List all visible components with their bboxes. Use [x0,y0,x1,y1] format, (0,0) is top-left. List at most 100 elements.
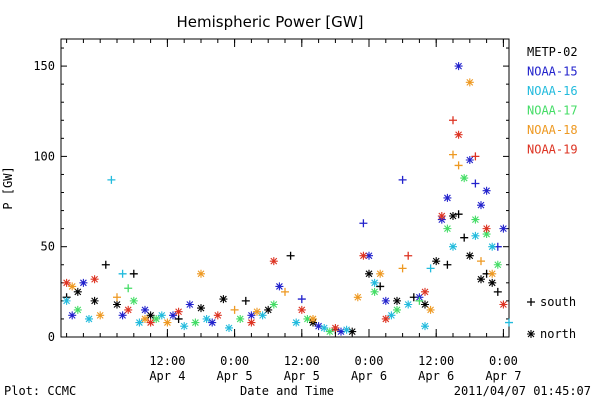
data-point [404,300,413,309]
legend: METP-02 NOAA-15 NOAA-16 NOAA-17 NOAA-18 NOAA-… [527,45,578,157]
data-point [370,278,379,287]
data-point [471,179,480,188]
data-point [359,251,368,260]
data-point [454,130,463,139]
x-tick-label-0: 12:00 [149,354,185,368]
x-tick-date-2: Apr 5 [284,369,320,383]
data-point [141,314,149,323]
series-noaa-19 [62,116,508,332]
data-point [432,257,441,266]
data-point [477,257,485,266]
data-point [398,175,407,184]
x-tick-date-5: Apr 7 [485,369,521,383]
data-point [96,311,105,320]
data-point [174,314,183,323]
data-point [286,251,295,260]
data-point [73,305,82,314]
x-tick-date-3: Apr 6 [351,369,387,383]
data-point [331,323,340,332]
data-point [421,287,429,296]
data-point [141,305,149,314]
data-point [225,323,233,332]
data-point [269,257,278,266]
data-point [493,287,502,296]
x-tick-date-1: Apr 5 [217,369,253,383]
data-point [449,211,457,220]
data-point [421,300,429,309]
data-point [124,284,133,293]
marker-legend: south north [527,295,576,341]
data-point [443,193,452,202]
x-tick-label-3: 0:00 [355,354,384,368]
data-point [113,293,121,302]
data-point [471,215,480,224]
data-point [499,224,508,233]
marker-legend-star-icon [527,330,535,338]
x-axis-label: Date and Time [240,384,334,398]
data-point [393,305,401,314]
data-point [477,201,485,210]
data-point [365,269,373,278]
plot-credit: Plot: CCMC [4,384,76,398]
data-point [381,314,390,323]
y-tick-label-2: 100 [33,149,55,163]
data-point [146,311,155,320]
data-point [348,327,357,336]
data-point [292,318,301,327]
data-point [454,62,463,71]
marker-legend-plus-icon [527,298,535,306]
data-point [129,269,138,278]
y-tick-label-1: 50 [41,240,55,254]
data-point [152,314,161,323]
data-point [118,311,127,320]
x-tick-date-4: Apr 6 [418,369,454,383]
data-point [101,260,110,269]
data-point [90,296,99,305]
data-point [129,296,138,305]
series-noaa-15 [68,62,508,336]
x-tick-label-1: 0:00 [220,354,249,368]
data-point [393,296,401,305]
data-point [303,314,312,323]
data-point [213,311,222,320]
data-point [230,305,239,314]
series-noaa-16 [62,175,513,334]
series-noaa-17 [73,174,502,336]
data-point [426,305,435,314]
data-point [169,311,177,320]
data-point [208,318,217,327]
data-point [325,327,334,336]
data-point [281,287,289,296]
data-point [505,318,513,327]
data-point [236,314,245,323]
legend-entry-noaa-16: NOAA-16 [527,84,578,98]
y-axis: 0 50 100 150 [33,47,509,344]
data-point [247,318,256,327]
legend-entry-metp-02: METP-02 [527,45,578,59]
data-point [449,242,457,251]
data-point [370,287,379,296]
data-point [460,233,469,242]
data-point [365,251,373,260]
data-point [68,282,77,291]
data-point [269,300,278,309]
data-point [353,293,362,302]
data-point [180,322,189,331]
data-point [124,305,133,314]
y-tick-label-0: 0 [48,330,55,344]
data-point [460,174,469,183]
data-point [197,269,205,278]
data-point [185,300,194,309]
data-point [73,287,82,296]
data-point [426,264,435,273]
data-point [68,311,77,320]
data-point [297,305,306,314]
data-point [264,305,273,314]
data-point [376,269,385,278]
data-point [359,219,368,228]
data-point [157,311,166,320]
data-point [258,311,267,320]
data-point [146,318,155,327]
data-point [342,325,351,334]
data-point [443,224,452,233]
